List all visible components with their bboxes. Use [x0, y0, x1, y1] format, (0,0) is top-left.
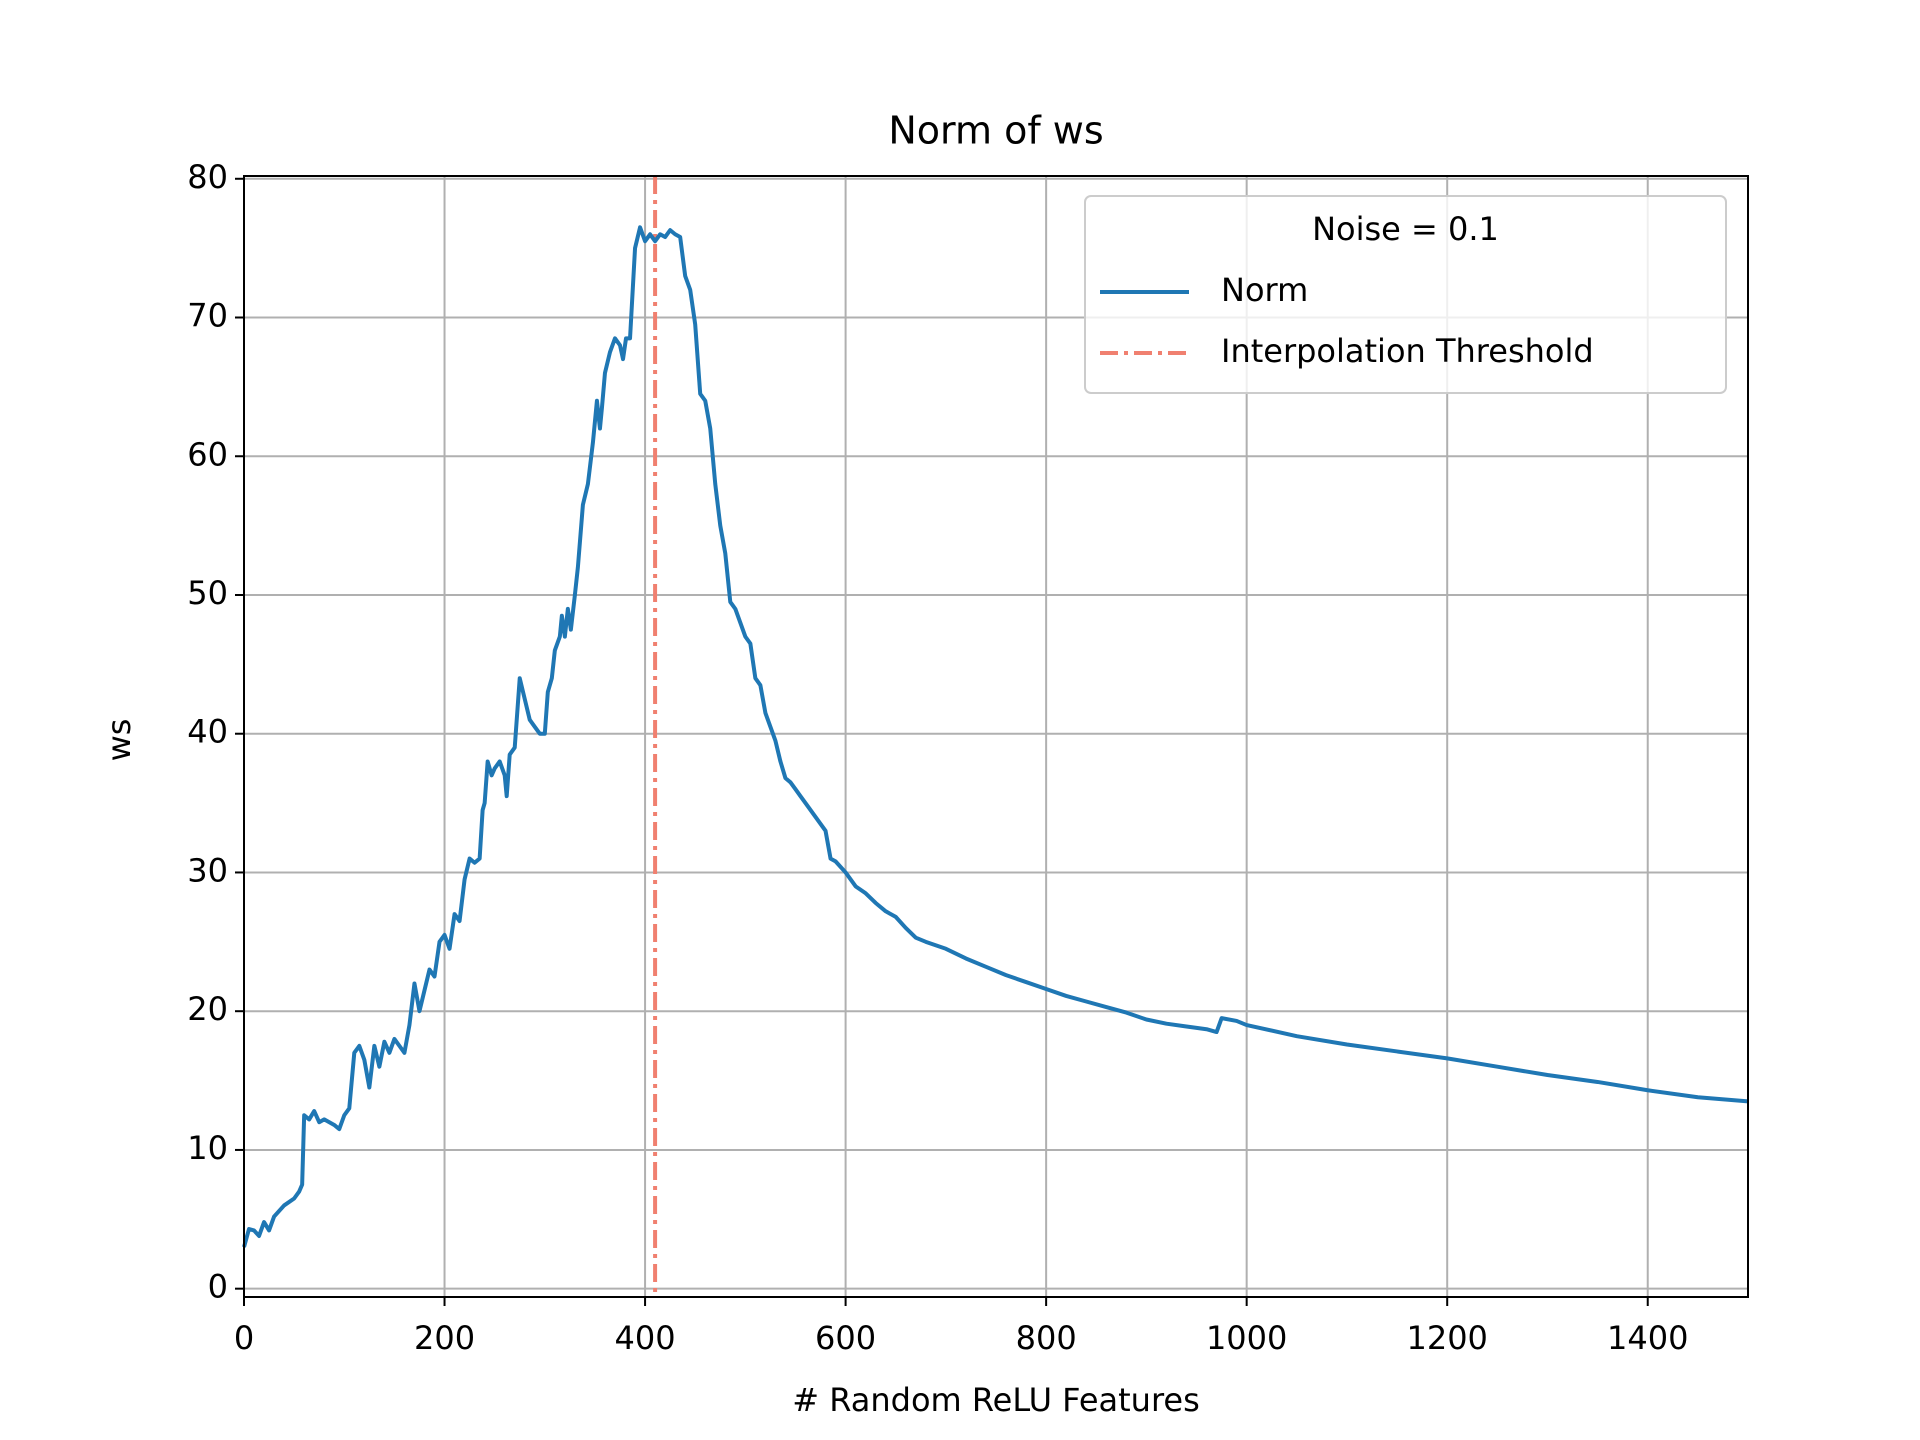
y-tick-label: 10: [187, 1129, 228, 1167]
x-tick-label: 1400: [1607, 1319, 1688, 1357]
y-tick-label: 80: [187, 158, 228, 196]
y-tick-label: 70: [187, 297, 228, 335]
y-tick-label: 30: [187, 851, 228, 889]
x-tick-label: 200: [414, 1319, 475, 1357]
y-tick-label: 20: [187, 990, 228, 1028]
y-tick-label: 40: [187, 713, 228, 751]
x-tick-label: 800: [1016, 1319, 1077, 1357]
legend-label: Interpolation Threshold: [1221, 332, 1594, 370]
legend-title: Noise = 0.1: [1312, 210, 1499, 248]
data-line: [242, 225, 1749, 1248]
x-tick-label: 600: [815, 1319, 876, 1357]
x-tick-label: 400: [615, 1319, 676, 1357]
y-tick-label: 0: [208, 1268, 228, 1306]
x-axis-label: # Random ReLU Features: [792, 1381, 1200, 1419]
legend-box: [1084, 195, 1727, 394]
x-tick-label: 1000: [1206, 1319, 1287, 1357]
y-tick-label: 50: [187, 574, 228, 612]
legend-label: Norm: [1221, 271, 1308, 309]
y-axis-label: ws: [100, 719, 138, 762]
chart-title: Norm of ws: [888, 109, 1103, 153]
x-tick-label: 1200: [1406, 1319, 1487, 1357]
axes-frame: [243, 175, 1749, 1298]
x-tick-label: 0: [234, 1319, 254, 1357]
y-tick-label: 60: [187, 435, 228, 473]
